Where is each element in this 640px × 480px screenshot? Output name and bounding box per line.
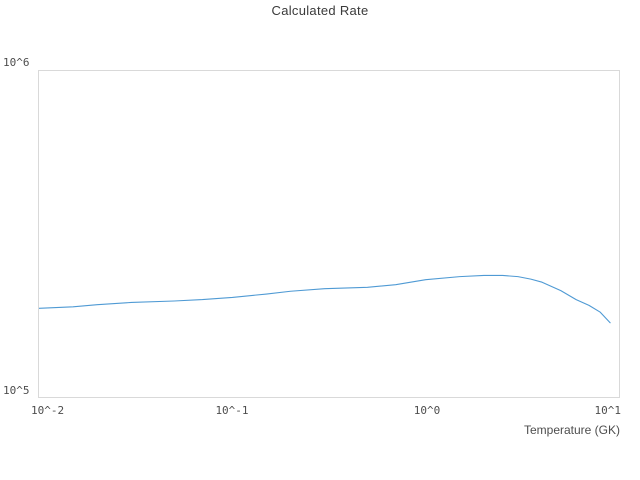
- x-tick-label-1e-1: 10^-1: [215, 404, 249, 417]
- x-axis-label: Temperature (GK): [523, 423, 620, 437]
- x-tick-label-1e1: 10^1: [594, 404, 622, 417]
- rate-line: [39, 274, 611, 324]
- x-tick-label-1e-2: 10^-2: [31, 404, 65, 417]
- rate-line-svg: [39, 274, 611, 324]
- x-tick-label-1e0: 10^0: [413, 404, 441, 417]
- plot-area: [38, 70, 620, 398]
- chart-title: Calculated Rate: [271, 3, 369, 18]
- y-tick-label-1e6: 10^6: [3, 56, 30, 69]
- y-tick-label-1e5: 10^5: [3, 384, 30, 397]
